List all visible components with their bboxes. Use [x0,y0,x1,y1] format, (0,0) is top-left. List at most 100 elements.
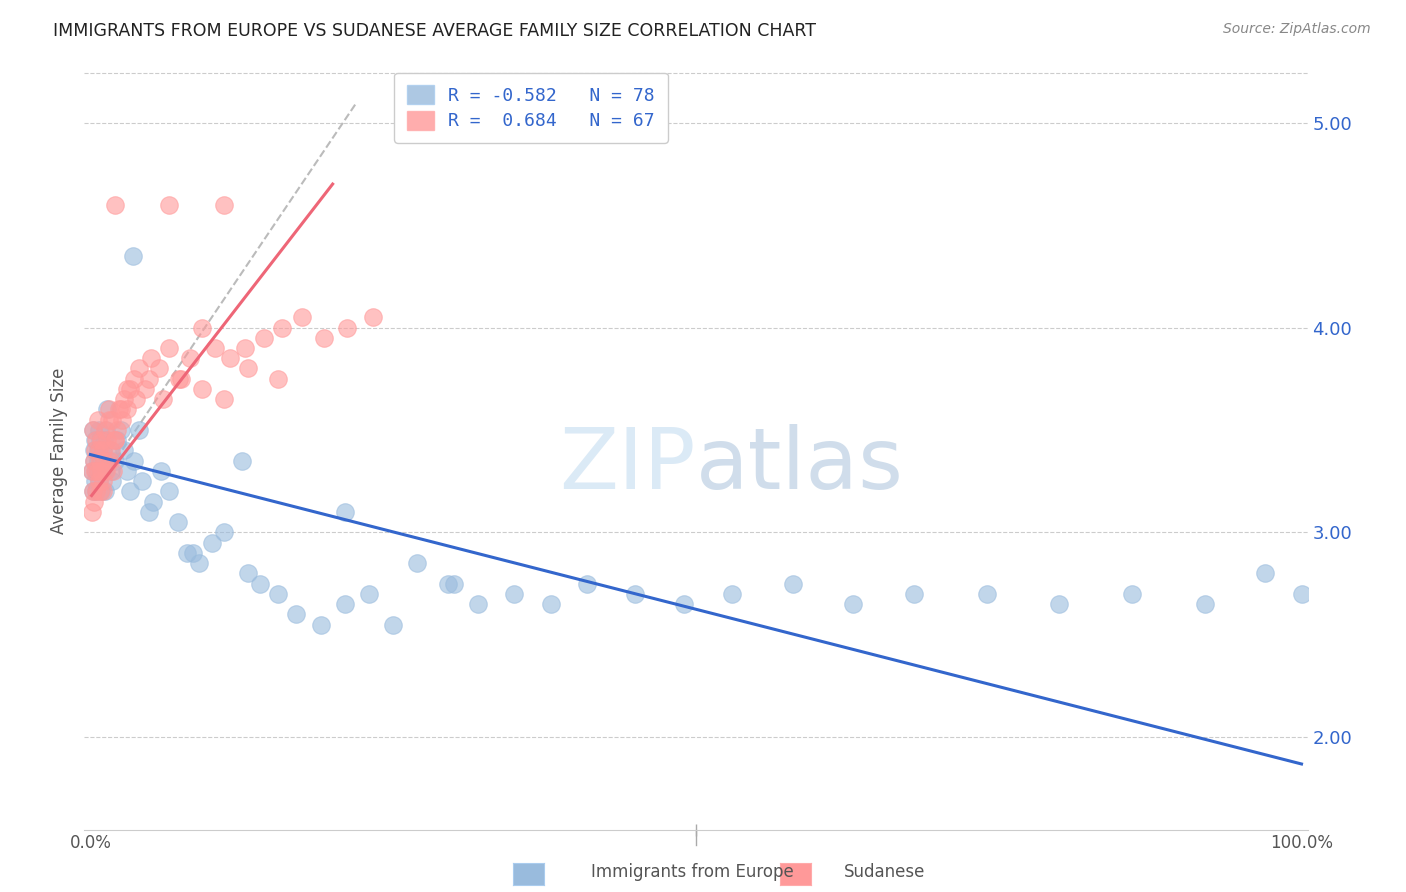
Point [91,474,114,488]
Point [218,351,240,366]
Point [191,382,214,396]
Point [436,576,458,591]
Point [314,331,336,345]
Point [167,372,190,386]
Point [191,320,214,334]
Point [94,464,117,478]
Point [83,453,105,467]
Point [91,443,114,458]
Point [86,484,108,499]
Point [138,505,160,519]
Point [152,392,174,407]
Point [212,197,235,211]
Point [270,320,292,334]
Point [91,443,114,458]
Point [86,464,108,478]
Point [170,372,193,386]
Point [82,484,104,499]
Point [93,453,115,467]
Text: Sudanese: Sudanese [844,863,925,881]
Point [204,341,226,355]
Point [112,443,135,458]
Point [976,587,998,601]
Text: atlas: atlas [696,424,904,508]
Point [97,402,120,417]
Point [540,597,562,611]
Point [333,505,356,519]
Point [91,464,114,478]
Point [90,434,112,448]
Point [82,423,104,437]
Point [503,587,526,601]
Point [105,423,128,437]
Point [128,423,150,437]
Point [252,331,274,345]
Point [1047,597,1070,611]
Point [382,617,405,632]
Point [120,382,142,396]
Point [94,423,117,437]
Point [134,382,156,396]
Point [120,484,142,499]
Point [83,453,105,467]
Point [80,505,103,519]
Point [83,443,105,458]
Point [97,453,120,467]
Point [231,453,253,467]
Point [90,464,112,478]
Point [104,434,127,448]
Point [100,464,122,478]
Point [236,566,259,581]
Point [157,197,180,211]
Point [903,587,925,601]
Point [89,484,111,499]
Point [91,484,114,499]
Point [179,351,201,366]
Point [108,402,131,417]
Point [333,597,356,611]
Point [87,423,110,437]
Point [183,546,205,560]
Text: Immigrants from Europe: Immigrants from Europe [591,863,793,881]
Point [80,464,103,478]
Point [96,464,118,478]
Point [575,576,598,591]
Point [361,310,384,325]
Point [86,443,108,458]
Point [176,546,198,560]
Point [111,413,134,427]
Point [86,434,108,448]
Point [82,423,104,437]
Point [98,443,121,458]
Point [309,617,332,632]
Point [80,464,103,478]
Point [267,587,290,601]
Point [443,576,465,591]
Point [90,453,112,467]
Point [96,434,118,448]
Point [90,484,112,499]
Point [115,382,138,396]
Point [112,392,135,407]
Point [721,587,744,601]
Point [104,197,127,211]
Point [467,597,489,611]
Point [149,464,172,478]
Point [1291,587,1313,601]
Point [138,372,160,386]
Point [122,453,145,467]
Point [212,525,235,540]
Point [782,576,804,591]
Point [93,453,115,467]
Point [86,453,108,467]
Point [1194,597,1216,611]
Point [357,587,380,601]
Point [86,484,108,499]
Point [285,607,308,622]
Point [89,453,111,467]
Legend: R = -0.582   N = 78, R =  0.684   N = 67: R = -0.582 N = 78, R = 0.684 N = 67 [394,73,668,143]
Point [94,484,117,499]
Point [336,320,359,334]
Point [96,423,118,437]
Point [84,464,107,478]
